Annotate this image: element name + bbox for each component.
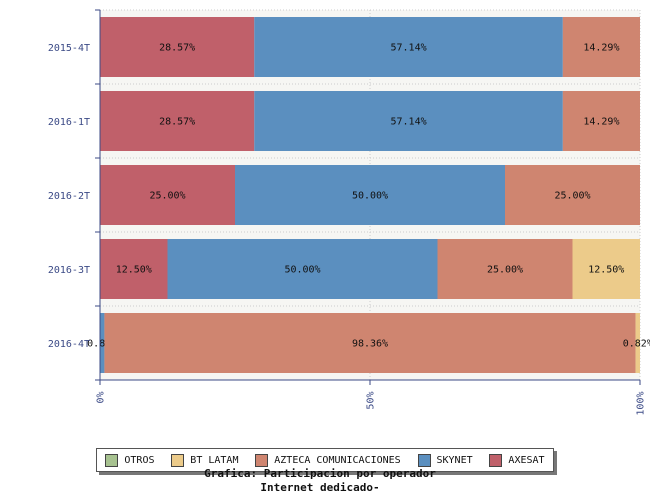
x-tick-label: 100% — [636, 392, 647, 416]
bar-skynet — [167, 239, 438, 299]
bar-azteca-comunicaciones — [562, 17, 640, 77]
bar-skynet — [100, 313, 105, 373]
data-label: 98.36% — [352, 339, 388, 350]
data-label: 25.00% — [487, 265, 523, 276]
data-label: 14.29% — [583, 43, 619, 54]
caption-line-2: Internet dedicado- — [260, 481, 380, 494]
legend-item-axesat: AXESAT — [489, 453, 545, 467]
legend: OTROS BT LATAM AZTECA COMUNICACIONES SKYNET… — [96, 448, 554, 472]
data-label: 28.57% — [159, 117, 195, 128]
chart-caption: Grafica: Participacion por operador Inte… — [0, 467, 640, 495]
bar-bt-latam — [635, 313, 640, 373]
data-label: 57.14% — [390, 117, 426, 128]
data-label: 57.14% — [390, 43, 426, 54]
bar-skynet — [254, 91, 563, 151]
legend-item-bt-latam: BT LATAM — [171, 453, 239, 467]
data-label: 12.50% — [116, 265, 152, 276]
data-label: 25.00% — [149, 191, 185, 202]
data-label: 50.00% — [284, 265, 320, 276]
legend-swatch — [171, 453, 185, 467]
legend-item-skynet: SKYNET — [417, 453, 473, 467]
legend-swatch — [105, 453, 119, 467]
bar-azteca-comunicaciones — [104, 313, 636, 373]
legend-swatch — [255, 453, 269, 467]
data-label: 14.29% — [583, 117, 619, 128]
y-tick-label: 2016-4T — [48, 339, 90, 350]
data-label: 50.00% — [352, 191, 388, 202]
legend-label: OTROS — [124, 454, 155, 466]
data-label: 25.00% — [554, 191, 590, 202]
legend-label: BT LATAM — [190, 454, 239, 466]
y-tick-label: 2016-3T — [48, 265, 90, 276]
data-label: 28.57% — [159, 43, 195, 54]
legend-label: AXESAT — [508, 454, 545, 466]
data-label: 0.82% — [623, 339, 650, 350]
bar-azteca-comunicaciones — [437, 239, 573, 299]
legend-swatch — [489, 453, 503, 467]
legend-swatch — [417, 453, 431, 467]
legend-item-otros: OTROS — [105, 453, 155, 467]
bar-skynet — [254, 17, 563, 77]
bar-skynet — [235, 165, 505, 225]
y-tick-label: 2016-1T — [48, 117, 90, 128]
bar-axesat — [100, 165, 235, 225]
bar-azteca-comunicaciones — [505, 165, 640, 225]
data-label: 12.50% — [588, 265, 624, 276]
bar-axesat — [100, 17, 255, 77]
x-tick-label: 0% — [96, 392, 107, 404]
bar-axesat — [100, 239, 168, 299]
x-tick-label: 50% — [366, 392, 377, 410]
caption-line-1: Grafica: Participacion por operador — [204, 467, 436, 480]
legend-label: SKYNET — [436, 454, 473, 466]
legend-label: AZTECA COMUNICACIONES — [274, 454, 401, 466]
bar-bt-latam — [572, 239, 640, 299]
legend-item-azteca-comunicaciones: AZTECA COMUNICACIONES — [255, 453, 401, 467]
data-label: 0.82% — [87, 339, 117, 350]
y-tick-label: 2016-2T — [48, 191, 90, 202]
bar-axesat — [100, 91, 255, 151]
y-tick-label: 2015-4T — [48, 43, 90, 54]
bar-azteca-comunicaciones — [562, 91, 640, 151]
